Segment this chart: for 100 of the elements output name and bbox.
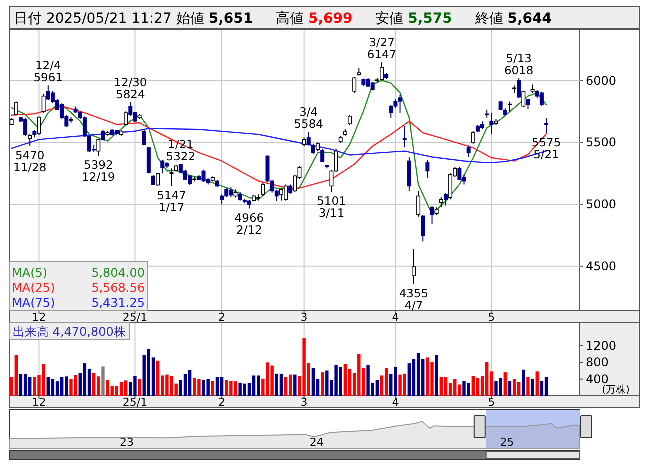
candlestick [466, 145, 471, 158]
x-tick-label: 4 [392, 311, 400, 324]
annotation: 5470 11/28 [14, 148, 47, 174]
bar [376, 380, 380, 396]
annotation: 4355 4/7 [399, 286, 429, 312]
candlestick [320, 148, 325, 163]
candlestick [352, 76, 357, 94]
candlestick [444, 192, 448, 206]
y-tick-label: 1200 [586, 338, 617, 353]
bar [440, 377, 444, 396]
bar [416, 353, 420, 396]
candlestick [540, 91, 544, 107]
x-tick-label: 3 [300, 311, 308, 324]
candlestick [311, 143, 316, 155]
x-tick-label: 5 [488, 396, 496, 409]
y-tick-label: 6000 [586, 74, 617, 88]
candlestick [288, 184, 293, 195]
x-tick-label: 24 [310, 436, 324, 449]
text: MA(25) 5,568.56 [12, 281, 145, 295]
y-tick-label: 4500 [586, 259, 617, 274]
x-tick-label: 4 [392, 396, 400, 409]
candlestick [101, 130, 106, 142]
bar [211, 381, 215, 396]
candlestick [170, 168, 174, 187]
bar [252, 376, 256, 396]
bar [83, 364, 87, 396]
y-tick-label: 5500 [586, 136, 617, 150]
candlestick [306, 132, 311, 146]
candlestick [522, 90, 526, 108]
bar [512, 379, 516, 396]
text: MA(5) 5,804.00 [12, 266, 145, 280]
bar [435, 355, 438, 396]
candlestick [426, 159, 430, 180]
chart-title: 日付 2025/05/21 11:27 始値 5,651 高値 5,699 安値 5,575 終値 5,644 [14, 11, 552, 27]
bar [124, 380, 128, 396]
candlestick [152, 174, 156, 186]
candlestick [416, 190, 421, 218]
candlestick [261, 182, 266, 196]
y-axis-title: (万株) [602, 384, 630, 396]
candlestick [471, 131, 476, 144]
candlestick [42, 94, 46, 114]
x-tick-label: 25/1 [122, 311, 148, 324]
annotation: 3/4 5584 [294, 105, 324, 132]
annotation: 5147 1/17 [157, 188, 186, 214]
candlestick [421, 215, 426, 242]
bar [320, 372, 324, 396]
annotation: 5392 12/19 [82, 158, 116, 184]
x-tick-label: 5 [488, 311, 496, 324]
y-tick-label: 5000 [586, 198, 617, 212]
bar [531, 379, 534, 396]
candlestick [142, 130, 146, 146]
bar [184, 374, 188, 396]
bar [188, 370, 192, 396]
y-tick-label: 800 [586, 356, 609, 370]
bar [120, 382, 124, 396]
bar [19, 374, 23, 396]
bar [540, 381, 544, 396]
bar [522, 370, 526, 396]
candlestick [517, 78, 522, 99]
bar [544, 377, 548, 396]
x-tick-label: 25/1 [122, 396, 148, 409]
bar [115, 386, 119, 396]
candlestick [490, 112, 494, 136]
x-tick-label: 2 [218, 396, 226, 409]
bar [384, 368, 388, 396]
text: MA(75) 5,431.25 [12, 296, 145, 310]
x-tick-label: 12 [32, 311, 46, 324]
candlestick [28, 133, 32, 147]
annotation: 4966 2/12 [234, 210, 264, 237]
candlestick [96, 138, 101, 157]
candlestick [156, 172, 160, 186]
candlestick [389, 105, 394, 118]
annotation: 5101 3/11 [317, 194, 346, 220]
bar [147, 349, 151, 396]
x-tick-label: 23 [120, 436, 134, 449]
bar [220, 377, 224, 396]
bar [536, 372, 539, 396]
bar [444, 377, 448, 396]
candlestick [402, 126, 407, 148]
annotation: 12/4 5961 [34, 58, 64, 85]
x-tick-label: 25 [500, 436, 514, 449]
candlestick [14, 101, 18, 116]
bar [294, 374, 297, 396]
candlestick [439, 196, 444, 208]
bar [216, 377, 220, 396]
bar [344, 364, 348, 396]
bar [508, 381, 512, 396]
candlestick [430, 206, 434, 225]
bar [24, 374, 28, 396]
bar [51, 379, 55, 396]
candlestick [160, 159, 165, 174]
x-tick-label: 3 [300, 396, 308, 409]
candlestick [348, 114, 352, 126]
x-tick-label: 2 [218, 311, 226, 324]
x-tick-label: 12 [32, 396, 46, 409]
bar [526, 377, 530, 396]
annotation: 3/27 6147 [367, 36, 397, 62]
bar [284, 377, 288, 396]
candlestick [498, 100, 503, 111]
bar [280, 374, 284, 396]
